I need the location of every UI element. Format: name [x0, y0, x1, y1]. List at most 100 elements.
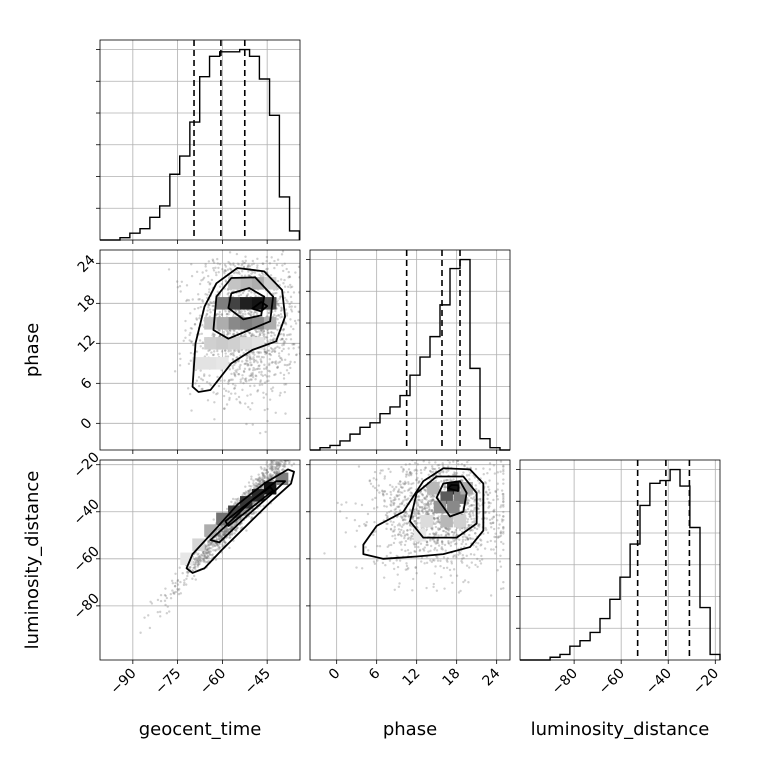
sample-point [436, 538, 439, 541]
sample-point [416, 501, 419, 504]
sample-point [446, 532, 449, 535]
sample-point [206, 309, 209, 312]
sample-point [296, 456, 298, 458]
p10-contour-1 [212, 276, 275, 340]
sample-point [470, 523, 473, 527]
sample-point [409, 471, 412, 474]
sample-point [253, 359, 256, 362]
sample-point [431, 470, 435, 474]
sample-point [241, 377, 244, 380]
sample-point [423, 496, 426, 500]
sample-point [240, 360, 244, 363]
sample-point [501, 492, 504, 496]
sample-point [227, 310, 231, 314]
sample-point [236, 271, 239, 275]
sample-point [239, 363, 242, 367]
sample-point [209, 383, 212, 387]
sample-point [413, 469, 416, 472]
sample-point [403, 480, 407, 484]
sample-point [238, 310, 241, 313]
sample-point [193, 563, 196, 566]
sample-point [435, 542, 438, 545]
sample-point [421, 498, 424, 502]
hist-step-geocent_time [100, 48, 301, 241]
sample-point [214, 549, 217, 553]
sample-point [406, 532, 409, 536]
sample-point [477, 490, 480, 493]
sample-point [247, 489, 250, 493]
sample-point [265, 315, 269, 318]
sample-point [389, 496, 392, 500]
sample-point [429, 544, 433, 548]
sample-point [216, 312, 219, 316]
sample-point [247, 481, 251, 484]
sample-point [489, 539, 493, 543]
sample-point [297, 291, 300, 294]
sample-point [436, 463, 440, 467]
sample-point [406, 533, 409, 537]
sample-point [259, 329, 263, 333]
sample-point [247, 312, 251, 315]
sample-point [444, 486, 448, 489]
sample-point [399, 543, 403, 546]
sample-point [266, 419, 269, 423]
sample-point [217, 546, 221, 550]
sample-point [479, 538, 482, 541]
sample-point [301, 275, 303, 277]
sample-point [225, 403, 229, 406]
sample-point [303, 438, 305, 440]
sample-point [276, 345, 279, 348]
sample-point [267, 311, 271, 315]
sample-point [423, 507, 426, 510]
sample-point [431, 538, 434, 541]
sample-point [306, 438, 308, 440]
sample-point [389, 490, 392, 494]
sample-point [392, 502, 395, 505]
sample-point [415, 509, 419, 512]
sample-point [274, 362, 278, 365]
sample-point [252, 356, 255, 359]
sample-point [159, 593, 163, 597]
sample-point [494, 490, 497, 494]
p10-density-cell-4 [216, 297, 229, 310]
y-tick-label-luminosity_distance-3: −20 [71, 449, 103, 481]
sample-point [392, 503, 395, 507]
sample-point [409, 472, 413, 475]
sample-point [265, 471, 269, 474]
sample-point [239, 378, 242, 381]
sample-point [224, 265, 228, 268]
sample-point [502, 510, 505, 514]
sample-point [274, 471, 277, 474]
sample-point [405, 522, 409, 525]
sample-point [200, 556, 203, 559]
sample-point [207, 541, 210, 545]
sample-point [206, 399, 210, 402]
sample-point [201, 347, 205, 350]
sample-point [213, 418, 216, 421]
sample-point [405, 470, 409, 474]
sample-point [423, 497, 427, 500]
sample-point [180, 280, 184, 283]
sample-point [271, 468, 274, 472]
sample-point [417, 495, 420, 498]
sample-point [288, 462, 291, 465]
sample-point [434, 525, 438, 529]
sample-point [233, 532, 236, 535]
sample-point [433, 467, 437, 471]
y-tick-label-luminosity_distance-0: −80 [71, 590, 103, 622]
sample-point [409, 536, 413, 540]
sample-point [273, 350, 277, 353]
sample-point [259, 332, 262, 335]
sample-point [259, 380, 262, 384]
sample-point [290, 464, 294, 467]
sample-point [436, 527, 440, 530]
sample-point [436, 517, 440, 521]
sample-point [485, 491, 488, 494]
sample-point [288, 451, 290, 453]
sample-point [207, 546, 211, 549]
sample-point [444, 485, 447, 489]
sample-point [199, 558, 202, 562]
sample-point [244, 402, 247, 405]
sample-point [473, 526, 477, 530]
p10-contour-3 [251, 301, 269, 313]
